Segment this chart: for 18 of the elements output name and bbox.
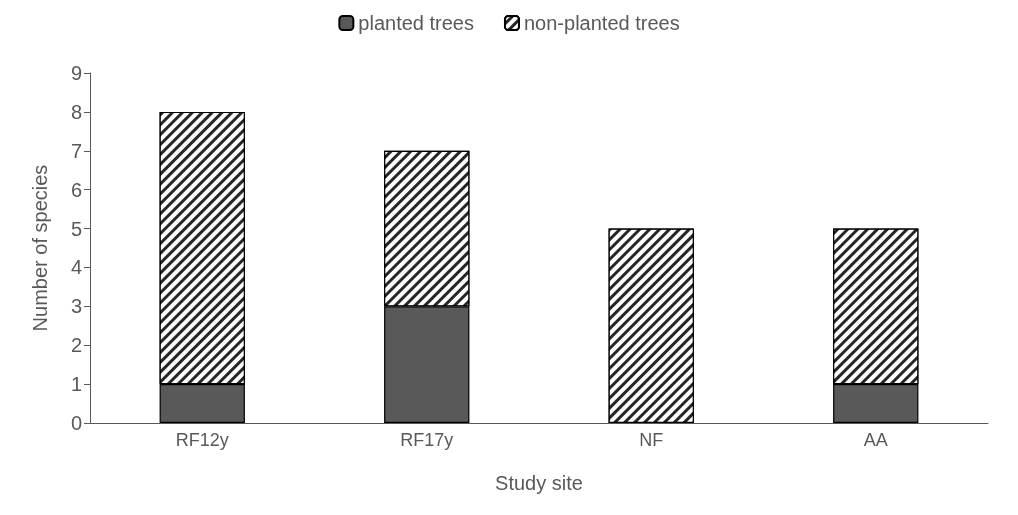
y-tick-label: 3	[70, 295, 82, 318]
y-tick-label: 1	[70, 373, 82, 396]
y-tick-label: 0	[70, 412, 82, 434]
y-tick-label: 6	[70, 178, 82, 201]
legend-label: non-planted trees	[523, 12, 680, 34]
x-axis-title: Study site	[495, 472, 583, 494]
y-tick-label: 8	[70, 100, 82, 123]
x-tick-label: RF17y	[400, 430, 454, 450]
y-tick-label: 2	[70, 334, 82, 357]
x-tick-label: AA	[863, 430, 888, 450]
legend-label: planted trees	[358, 12, 474, 34]
y-tick-label: 9	[70, 62, 82, 84]
y-axis-title: Number of species	[29, 164, 51, 332]
y-tick-label: 7	[70, 139, 82, 162]
y-tick-label: 4	[70, 256, 82, 279]
y-tick-label: 5	[70, 217, 82, 240]
x-tick-label: RF12y	[175, 430, 229, 450]
x-tick-label: NF	[639, 430, 664, 450]
